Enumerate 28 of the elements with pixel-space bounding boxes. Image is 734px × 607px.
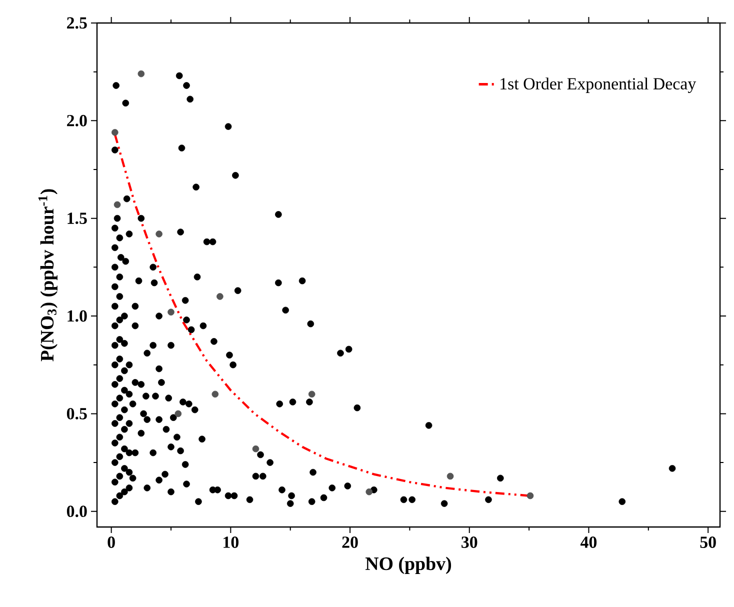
x-axis-title: NO (ppbv) (365, 556, 452, 574)
y-axis-title: P(NO$_{3}$) (ppbv hour$^{-1}$) (38, 189, 58, 362)
y-tick-label: 0.0 (66, 506, 87, 518)
point (212, 390, 219, 398)
x-tick-label: 30 (462, 536, 478, 548)
point (252, 445, 260, 452)
point (112, 128, 118, 136)
legend-label: 1st Order Exponential Decay (500, 78, 696, 93)
point (526, 492, 534, 500)
x-tick-label: 40 (580, 536, 597, 548)
point (168, 308, 174, 316)
y-tick-label: 1.5 (68, 212, 87, 224)
point (446, 472, 454, 480)
x-tick-label: 20 (342, 536, 358, 548)
x-tick-label: 0 (108, 536, 115, 548)
point (156, 230, 162, 238)
y-tick-label: 2.5 (67, 17, 87, 29)
point (216, 293, 224, 300)
point (174, 410, 182, 418)
point (308, 390, 316, 398)
point (138, 70, 145, 78)
x-tick-label: 50 (700, 536, 716, 548)
x-tick-label: 10 (224, 536, 238, 548)
point (366, 488, 373, 496)
point (114, 201, 121, 208)
y-tick-label: 0.5 (66, 408, 87, 420)
y-tick-label: 2.0 (67, 114, 87, 126)
y-tick-label: 1.0 (68, 310, 87, 322)
